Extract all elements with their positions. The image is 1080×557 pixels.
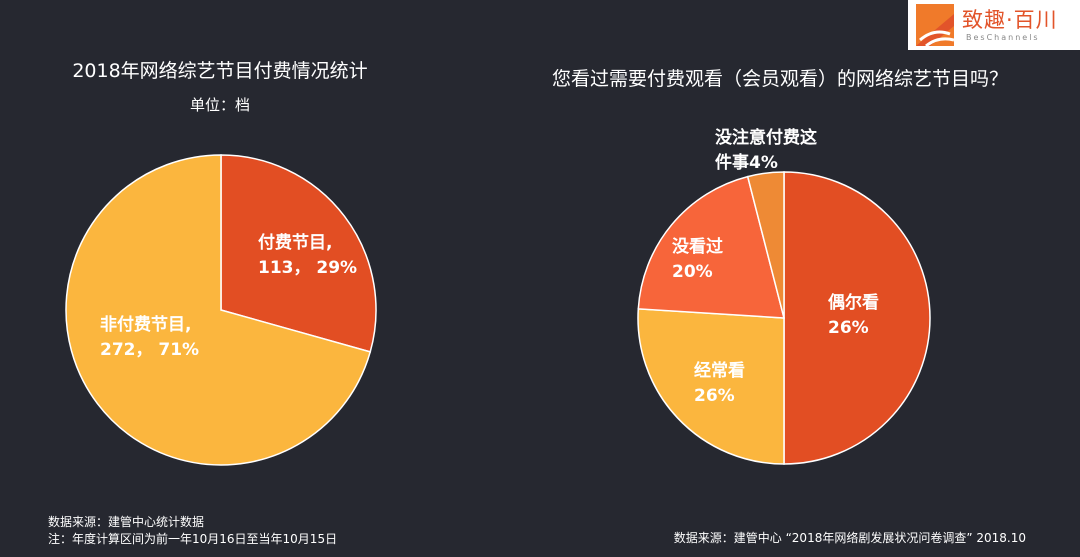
footer-left: 数据来源：建管中心统计数据 注：年度计算区间为前一年10月16日至当年10月15… <box>48 514 337 548</box>
right-pie-slice-2 <box>637 175 785 319</box>
footer-source-left: 数据来源：建管中心统计数据 <box>48 515 205 529</box>
right-pie-slice-value-2: 20% <box>672 262 713 282</box>
right-pie-slice-value-1: 26% <box>694 386 735 406</box>
left-pie-slice-0 <box>220 154 377 353</box>
right-pie-slice-label-0: 偶尔看 <box>828 292 879 313</box>
logo-en: BesChannels <box>966 33 1040 42</box>
left-pie-slice-1 <box>65 154 372 466</box>
right-pie-slice-1 <box>637 308 785 465</box>
right-pie-slice-label-3: 没注意付费这 <box>715 127 817 148</box>
left-chart-subtitle: 单位：档 <box>189 96 250 114</box>
right-pie-slice-value-3: 件事4% <box>715 152 778 173</box>
left-pie-slice-label-1: 非付费节目, <box>100 314 191 335</box>
logo-mark-icon <box>916 4 954 46</box>
brand-logo: 致趣·百川 BesChannels <box>908 0 1080 50</box>
left-pie-slice-value-1: 272， 71% <box>100 340 199 360</box>
left-pie-chart: 付费节目, 113， 29% 非付费节目, 272， 71% <box>65 154 377 466</box>
left-pie-slice-value-0: 113， 29% <box>258 258 357 278</box>
right-pie-slice-label-1: 经常看 <box>694 360 745 381</box>
right-pie-slice-3 <box>746 171 785 319</box>
left-chart-title: 2018年网络综艺节目付费情况统计 <box>72 60 368 82</box>
logo-name: 致趣·百川 <box>962 8 1058 32</box>
right-chart-title: 您看过需要付费观看（会员观看）的网络综艺节目吗？ <box>551 68 1008 90</box>
right-pie-slice-label-2: 没看过 <box>672 236 723 257</box>
right-pie-slice-0 <box>783 171 931 465</box>
left-pie-slice-label-0: 付费节目, <box>258 232 332 253</box>
footer-source-right: 数据来源：建管中心 “2018年网络剧发展状况问卷调查” 2018.10 <box>673 531 1026 545</box>
right-pie-slice-value-0: 26% <box>828 318 869 338</box>
footer-note: 注：年度计算区间为前一年10月16日至当年10月15日 <box>48 532 338 546</box>
